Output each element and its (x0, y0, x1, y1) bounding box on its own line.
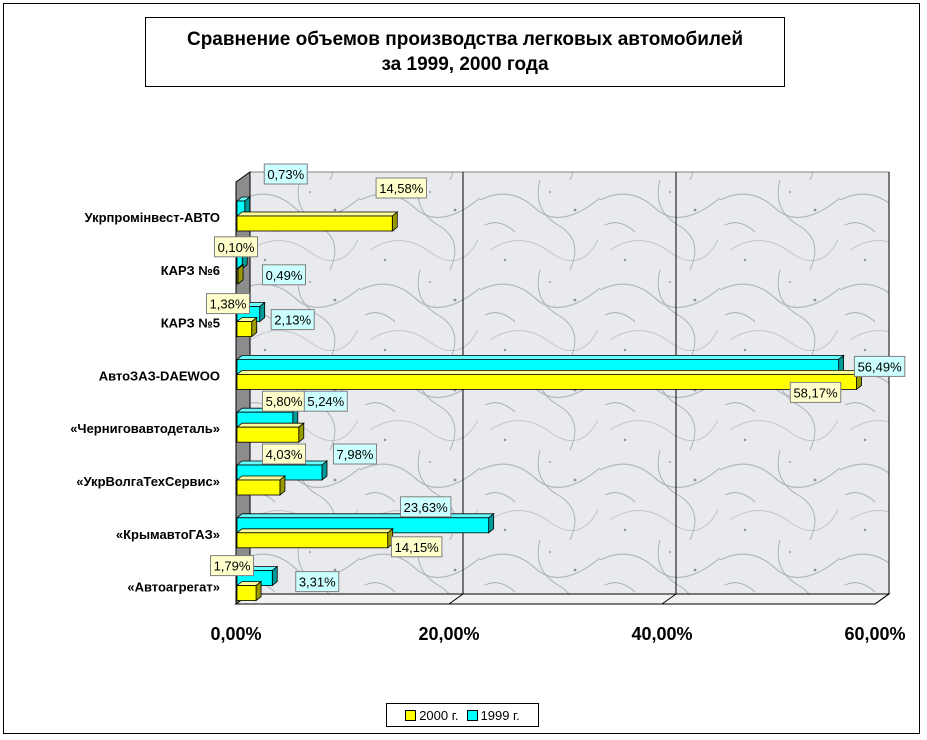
data-label-2000: 58,17% (789, 381, 842, 403)
category-label: КАРЗ №6 (161, 263, 220, 278)
x-tick-labels: 0,00% 20,00% 40,00% 60,00% (210, 624, 905, 644)
svg-text:7,98%: 7,98% (337, 447, 374, 462)
category-label: «Черниговавтодеталь» (70, 421, 220, 436)
data-labels: 0,73% 14,58% 0,10% 0,49% 1,38% 2,13% 56,49% 58,… (206, 163, 906, 593)
data-label-2000: 4,03% (262, 443, 306, 465)
data-label-2000: 1,38% (206, 293, 250, 315)
legend-item-1999: 1999 г. (466, 707, 520, 723)
bar-2000 (235, 422, 305, 444)
chart-title: Сравнение объемов производства легковых … (145, 17, 785, 87)
data-label-1999: 7,98% (332, 443, 377, 465)
svg-text:0,49%: 0,49% (266, 268, 303, 283)
bar-2000 (235, 316, 258, 338)
svg-text:3,31%: 3,31% (299, 575, 336, 590)
svg-text:14,58%: 14,58% (379, 181, 424, 196)
gridline-floor (448, 593, 464, 605)
data-label-1999: 3,31% (295, 571, 340, 593)
x-tick-label: 40,00% (631, 624, 692, 644)
svg-text:1,79%: 1,79% (214, 559, 251, 574)
legend-label-1999: 1999 г. (480, 707, 520, 723)
data-label-1999: 0,73% (263, 163, 308, 185)
data-label-2000: 14,15% (390, 536, 443, 558)
category-label: «Автоагрегат» (127, 580, 220, 595)
legend-item-2000: 2000 г. (405, 707, 459, 723)
floor (234, 593, 891, 605)
data-label-2000: 1,79% (210, 555, 254, 577)
chart-title-line-2: за 1999, 2000 года (381, 54, 549, 75)
category-label: КАРЗ №5 (161, 316, 220, 331)
bar-2000 (235, 211, 399, 232)
category-label: АвтоЗАЗ-DAEWOO (99, 368, 220, 383)
svg-text:56,49%: 56,49% (858, 359, 903, 374)
svg-text:5,80%: 5,80% (266, 394, 303, 409)
legend-label-2000: 2000 г. (419, 707, 459, 723)
svg-text:0,73%: 0,73% (267, 167, 304, 182)
svg-text:2,13%: 2,13% (274, 313, 311, 328)
data-label-1999: 56,49% (853, 355, 906, 377)
svg-text:1,38%: 1,38% (210, 297, 247, 312)
category-label: «УкрВолгаТехСервис» (76, 474, 220, 489)
svg-text:14,15%: 14,15% (395, 540, 440, 555)
data-label-1999: 0,49% (262, 264, 306, 286)
bar-2000 (235, 527, 394, 549)
legend-swatch-2000 (405, 709, 417, 721)
data-label-2000: 0,10% (214, 236, 258, 258)
svg-text:23,63%: 23,63% (404, 500, 449, 515)
gridline-floor (874, 593, 890, 605)
data-label-1999: 2,13% (270, 309, 315, 331)
bar-2000 (235, 580, 263, 602)
bar-2000 (235, 369, 863, 391)
x-tick-label: 0,00% (210, 624, 261, 644)
gridline-floor (661, 593, 677, 605)
category-labels: Укрпромінвест-АВТО КАРЗ №6 КАРЗ №5 АвтоЗАЗ-… (70, 210, 220, 595)
svg-text:58,17%: 58,17% (793, 385, 838, 400)
legend: 2000 г. 1999 г. (386, 703, 539, 727)
svg-text:0,10%: 0,10% (218, 240, 255, 255)
legend-swatch-1999 (466, 709, 478, 721)
data-label-1999: 23,63% (399, 496, 452, 518)
data-label-2000: 14,58% (375, 177, 427, 199)
x-tick-label: 20,00% (418, 624, 479, 644)
bars-group (235, 196, 863, 602)
data-label-2000: 5,80% (262, 390, 306, 412)
chart-title-line-1: Сравнение объемов производства легковых … (186, 29, 744, 50)
x-tick-label: 60,00% (844, 624, 905, 644)
svg-text:5,24%: 5,24% (307, 394, 344, 409)
data-label-1999: 5,24% (303, 390, 348, 412)
category-label: Укрпромінвест-АВТО (85, 210, 221, 225)
svg-text:4,03%: 4,03% (266, 447, 303, 462)
bar-2000 (235, 475, 287, 496)
category-label: «КрымавтоГАЗ» (116, 527, 220, 542)
bar-2000 (235, 263, 245, 285)
